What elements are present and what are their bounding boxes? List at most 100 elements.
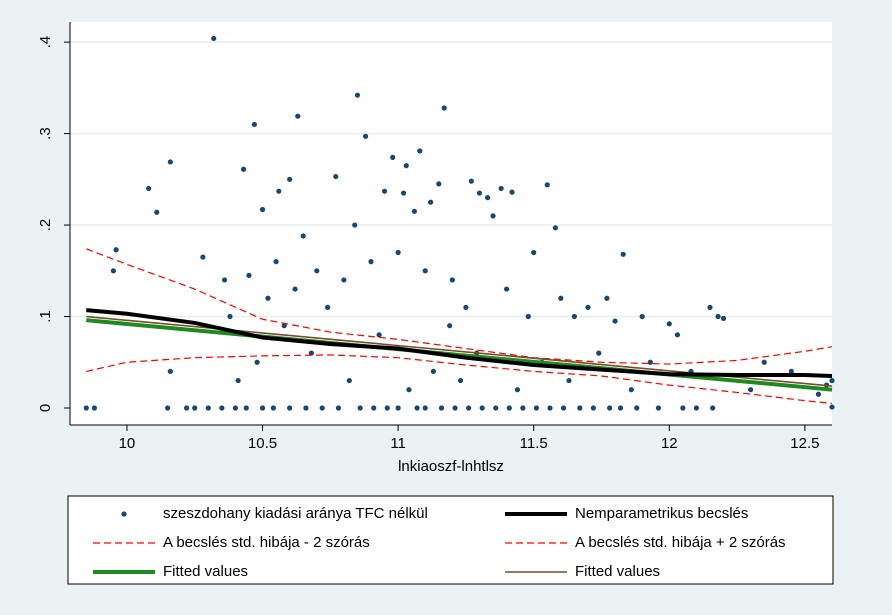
scatter-point xyxy=(205,405,211,411)
scatter-point xyxy=(167,368,173,375)
scatter-point xyxy=(457,377,464,384)
scatter-point xyxy=(479,405,485,411)
scatter-point xyxy=(395,405,401,411)
scatter-point xyxy=(514,387,521,393)
scatter-point xyxy=(577,405,583,411)
scatter-point xyxy=(438,405,445,411)
y-tick-label: .4 xyxy=(37,36,54,49)
scatter-point xyxy=(319,405,325,411)
legend-label: Fitted values xyxy=(575,563,660,580)
line xyxy=(86,354,833,405)
scatter-point xyxy=(227,313,233,320)
scatter-point xyxy=(184,405,190,411)
scatter-point xyxy=(300,233,306,239)
scatter-point xyxy=(490,213,496,219)
scatter-point xyxy=(715,313,721,320)
x-tick-label: 12 xyxy=(661,435,678,452)
x-tick-label: 11 xyxy=(390,435,406,452)
scatter-point xyxy=(788,368,794,375)
scatter-point xyxy=(628,387,634,393)
scatter-point xyxy=(571,313,577,320)
scatter-point xyxy=(303,405,309,411)
scatter-point xyxy=(815,391,822,397)
scatter-point xyxy=(566,377,572,384)
scatter-point xyxy=(620,251,626,257)
scatter-point xyxy=(292,286,298,292)
scatter-point xyxy=(476,190,483,196)
scatter-point xyxy=(371,405,377,411)
scatter-point xyxy=(674,332,681,338)
legend-label: Nemparametrikus becslés xyxy=(575,505,748,522)
scatter-point xyxy=(710,405,716,411)
scatter-point xyxy=(335,405,342,411)
legend-label: Fitted values xyxy=(163,563,248,580)
scatter-point xyxy=(384,405,390,411)
scatter-point xyxy=(259,206,266,213)
scatter-point xyxy=(281,323,287,329)
scatter-point xyxy=(604,295,610,301)
scatter-point xyxy=(276,188,282,194)
scatter-point xyxy=(376,332,382,338)
scatter-point xyxy=(414,405,420,411)
scatter-point xyxy=(417,148,423,154)
scatter-point xyxy=(287,176,293,182)
scatter-point xyxy=(617,405,624,411)
scatter-point xyxy=(254,359,260,365)
scatter-point xyxy=(192,405,198,411)
scatter-point xyxy=(240,166,247,172)
scatter-point xyxy=(531,249,537,256)
scatter-point xyxy=(333,173,339,180)
legend-label: szeszdohany kiadási aránya TFC nélkül xyxy=(163,505,428,522)
scatter-point xyxy=(639,313,645,320)
scatter-point xyxy=(422,405,428,411)
scatter-point xyxy=(463,304,469,310)
scatter-point xyxy=(693,405,700,411)
scatter-point xyxy=(403,163,409,169)
scatter-point xyxy=(720,315,727,321)
scatter-point xyxy=(666,321,672,327)
scatter-point xyxy=(761,359,767,365)
scatter-point xyxy=(493,405,499,411)
scatter-point xyxy=(167,159,173,165)
scatter-point xyxy=(441,105,447,111)
scatter-point xyxy=(110,268,116,274)
scatter-point xyxy=(680,405,686,411)
legend-label: A becslés std. hibája - 2 szórás xyxy=(163,534,370,551)
scatter-point xyxy=(390,154,396,160)
scatter-point xyxy=(251,121,257,128)
scatter-point xyxy=(468,178,474,184)
scatter-point xyxy=(270,405,276,411)
scatter-point xyxy=(452,405,458,411)
scatter-point xyxy=(485,195,491,201)
scatter-point xyxy=(544,182,550,188)
scatter-point xyxy=(165,405,171,411)
plot-area xyxy=(70,22,832,425)
scatter-point xyxy=(395,249,401,256)
scatter-point xyxy=(368,259,374,265)
scatter-point xyxy=(422,268,428,274)
scatter-point xyxy=(113,247,119,253)
scatter-point xyxy=(525,313,531,320)
scatter-point xyxy=(219,405,225,411)
y-tick-label: .2 xyxy=(37,219,54,232)
scatter-point xyxy=(634,405,640,411)
scatter-point xyxy=(447,323,453,329)
x-tick-label: 10 xyxy=(119,435,136,452)
line xyxy=(86,248,833,365)
scatter-point xyxy=(265,295,271,301)
scatter-point xyxy=(341,277,347,283)
scatter-point xyxy=(200,254,206,260)
scatter-point xyxy=(246,272,252,278)
scatter-point xyxy=(91,405,98,411)
scatter-point xyxy=(647,359,653,365)
scatter-point xyxy=(406,387,412,393)
scatter-point xyxy=(585,304,591,310)
scatter-point xyxy=(381,188,388,194)
scatter-point xyxy=(436,181,442,187)
scatter-point xyxy=(325,304,331,310)
x-axis-label: lnkiaoszf-lnhtlsz xyxy=(398,458,504,475)
scatter-point xyxy=(428,199,434,205)
scatter-point xyxy=(520,405,526,411)
scatter-point xyxy=(707,304,713,310)
